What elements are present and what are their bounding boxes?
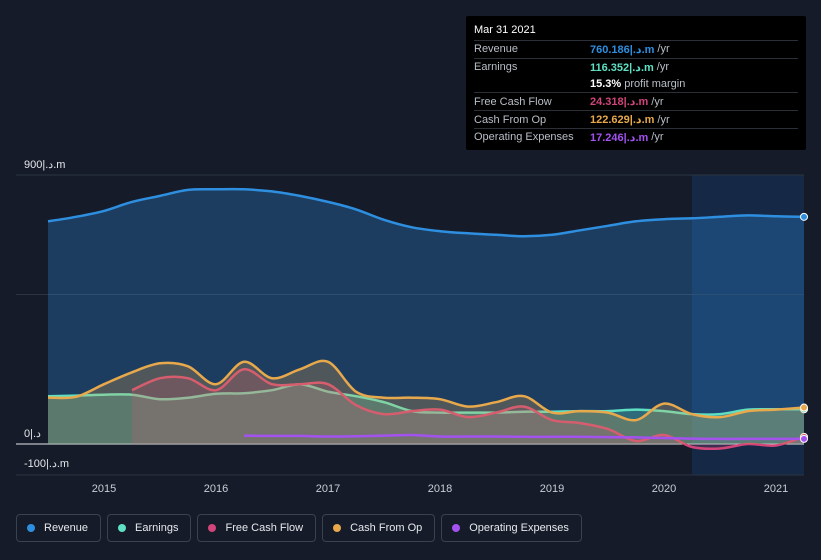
earnings-line — [47, 382, 804, 416]
operating-expenses-line — [243, 433, 804, 441]
free-cash-flow-line — [131, 368, 805, 451]
tooltip-row-unit: profit margin — [624, 77, 686, 90]
tooltip-row-value: 15.3% — [590, 77, 622, 90]
tooltip-row: Free Cash Flow 24.318|.د.m/yr — [474, 92, 798, 110]
tooltip-row-unit: /yr — [651, 95, 664, 108]
x-tick-label: 2018 — [428, 483, 452, 495]
highlight-band — [692, 175, 804, 475]
x-tick-label: 2015 — [92, 483, 116, 495]
revenue-area — [48, 189, 804, 444]
x-tick-label: 2017 — [316, 483, 340, 495]
data-tooltip: Mar 31 2021 Revenue 760.186|.د.m/yr Earnin… — [466, 16, 806, 150]
earnings-area — [48, 384, 804, 444]
tooltip-row-unit: /yr — [657, 113, 670, 126]
tooltip-row-label: Operating Expenses — [474, 131, 574, 144]
legend-item-free-cash-flow[interactable]: Free Cash Flow — [197, 514, 317, 542]
operating-expenses-endpoint — [800, 434, 808, 443]
cash-from-op-line — [47, 359, 805, 422]
x-tick-label: 2019 — [540, 483, 564, 495]
legend-dot-icon — [208, 524, 217, 532]
tooltip-row-label: Cash From Op — [474, 113, 547, 126]
legend-label: Operating Expenses — [469, 522, 569, 534]
cash-from-op-endpoint — [800, 403, 808, 412]
revenue-endpoint — [800, 212, 808, 221]
legend-label: Earnings — [135, 522, 179, 534]
y-tick-label: 900|.د.m — [24, 159, 65, 171]
legend-item-revenue[interactable]: Revenue — [16, 514, 102, 542]
tooltip-row-value: 760.186|.د.m — [590, 43, 655, 56]
chart-legend: Revenue Earnings Free Cash Flow Cash From O… — [16, 514, 582, 542]
tooltip-row: Earnings 116.352|.د.m/yr — [474, 57, 798, 76]
tooltip-row: 15.3% profit margin — [474, 76, 798, 93]
chart-plot: 900|.د.m 0|.د -100|.د.m 2015 2016 2017 2018 201… — [16, 159, 808, 495]
y-tick-label: -100|.د.m — [24, 458, 69, 470]
tooltip-row-unit: /yr — [657, 43, 670, 56]
legend-label: Cash From Op — [350, 522, 423, 534]
legend-dot-icon — [452, 524, 461, 532]
tooltip-row-label: Earnings — [474, 61, 518, 74]
cash-from-op-area — [48, 360, 804, 444]
tooltip-row-value: 24.318|.د.m — [590, 96, 649, 109]
legend-item-earnings[interactable]: Earnings — [107, 514, 192, 542]
tooltip-row: Operating Expenses 17.246|.د.m/yr — [474, 127, 798, 146]
x-tick-label: 2021 — [764, 483, 788, 495]
tooltip-row-value: 17.246|.د.m — [590, 131, 649, 144]
legend-dot-icon — [118, 524, 127, 532]
tooltip-row-label: Revenue — [474, 43, 519, 56]
legend-item-operating-expenses[interactable]: Operating Expenses — [441, 514, 582, 542]
tooltip-row: Revenue 760.186|.د.m/yr — [474, 40, 798, 58]
tooltip-row-unit: /yr — [651, 131, 664, 144]
tooltip-row-label: Free Cash Flow — [474, 95, 552, 108]
tooltip-row-value: 116.352|.د.m — [590, 61, 654, 74]
legend-item-cash-from-op[interactable]: Cash From Op — [322, 514, 436, 542]
legend-label: Free Cash Flow — [225, 522, 304, 534]
legend-dot-icon — [333, 524, 342, 532]
tooltip-row: Cash From Op 122.629|.د.m/yr — [474, 110, 798, 128]
x-tick-label: 2020 — [652, 483, 676, 495]
tooltip-date: Mar 31 2021 — [474, 24, 536, 36]
x-tick-label: 2016 — [204, 483, 228, 495]
legend-dot-icon — [27, 524, 35, 532]
legend-label: Revenue — [44, 522, 89, 534]
tooltip-row-unit: /yr — [656, 61, 670, 74]
y-tick-label: 0|.د — [24, 428, 41, 440]
revenue-line — [47, 187, 805, 238]
free-cash-flow-area — [132, 369, 804, 449]
tooltip-row-value: 122.629|.د.m — [590, 114, 655, 127]
